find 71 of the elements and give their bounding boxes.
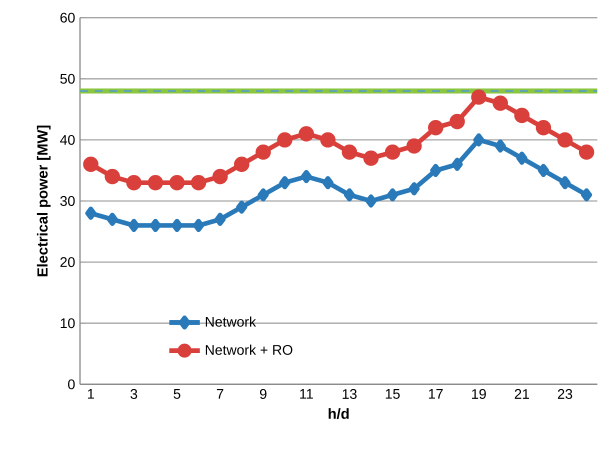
x-tick-label: 5 — [174, 389, 180, 399]
point — [536, 120, 552, 136]
point — [256, 144, 271, 160]
point — [193, 218, 204, 232]
y-tick-label: 10 — [60, 318, 75, 328]
point — [126, 175, 142, 190]
x-tick-label: 19 — [472, 389, 486, 399]
y-axis-title: Electrical power [MW] — [36, 126, 51, 276]
point — [106, 212, 118, 226]
y-tick-label: 50 — [60, 74, 75, 84]
point — [408, 182, 420, 196]
point — [581, 188, 592, 202]
point — [277, 132, 292, 148]
x-tick-label: 17 — [428, 389, 443, 399]
y-tick-label: 20 — [60, 257, 75, 268]
point — [320, 132, 336, 148]
point — [578, 144, 594, 160]
point — [212, 168, 228, 184]
point — [171, 218, 183, 232]
point — [365, 194, 377, 208]
point — [300, 170, 312, 184]
point — [450, 114, 465, 130]
point — [85, 206, 96, 220]
point — [258, 188, 269, 202]
point — [150, 218, 161, 232]
point — [516, 152, 528, 165]
point — [234, 156, 250, 172]
legend-label: Network — [206, 316, 256, 327]
point — [148, 175, 164, 190]
point — [279, 176, 290, 190]
point — [214, 212, 226, 226]
point — [538, 164, 549, 178]
y-tick-label: 40 — [60, 134, 75, 145]
point — [557, 132, 573, 148]
x-tick-label: 11 — [300, 389, 313, 399]
point — [236, 200, 248, 214]
x-tick-label: 15 — [386, 389, 400, 399]
y-tick-label: 60 — [60, 12, 75, 23]
point — [104, 168, 120, 184]
point — [430, 164, 442, 178]
x-tick-label: 21 — [514, 389, 529, 399]
point — [342, 144, 358, 160]
y-tick-label: 30 — [60, 196, 75, 206]
point — [387, 188, 398, 202]
x-tick-label: 1 — [88, 389, 94, 399]
point — [169, 175, 185, 190]
x-tick-label: 9 — [260, 389, 266, 399]
x-tick-label: 23 — [558, 389, 572, 399]
point — [298, 126, 314, 142]
point — [128, 218, 140, 232]
point — [322, 176, 334, 190]
x-tick-label: 13 — [342, 389, 357, 399]
point — [344, 188, 355, 202]
point — [559, 176, 571, 190]
point — [514, 108, 530, 124]
y-tick-label: 0 — [68, 379, 75, 390]
legend-label: Network + RO — [206, 344, 292, 355]
x-tick-label: 3 — [130, 389, 138, 399]
point — [494, 139, 506, 153]
point — [406, 138, 422, 154]
point — [473, 133, 484, 146]
point — [492, 96, 508, 111]
point — [363, 150, 379, 166]
x-axis-title: h/d — [328, 408, 349, 420]
point — [471, 89, 486, 105]
point — [83, 156, 98, 172]
point — [384, 144, 400, 160]
x-tick-label: 7 — [216, 389, 224, 399]
point — [190, 175, 206, 190]
point — [428, 120, 444, 136]
point — [452, 158, 463, 171]
